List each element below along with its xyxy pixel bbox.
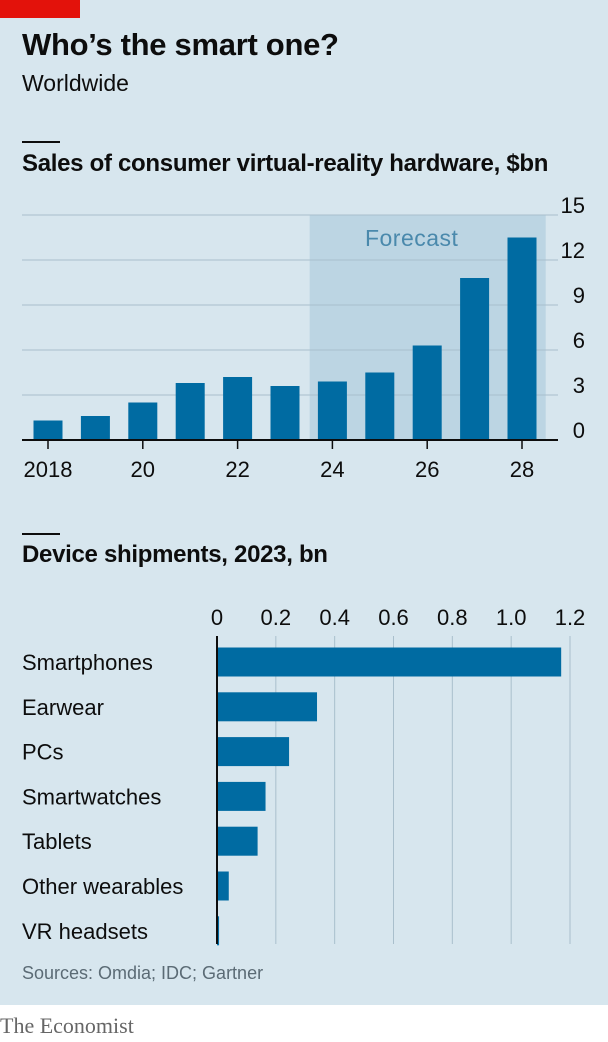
bar-other-wearables xyxy=(217,871,229,901)
chart-title: Who’s the smart one? xyxy=(22,27,339,62)
x-tick-label: 0.6 xyxy=(378,605,409,630)
vr-sales-chart: Forecast 0 3 6 9 12 15 2018 20 22 24 26 28 xyxy=(22,193,585,482)
bar-earwear xyxy=(217,692,318,722)
bar-smartwatches xyxy=(217,781,266,811)
section-rule-shipments xyxy=(22,533,60,535)
category-label: VR headsets xyxy=(22,919,148,944)
y-tick-label: 15 xyxy=(561,193,585,218)
category-label: PCs xyxy=(22,740,64,765)
shipments-chart-title: Device shipments, 2023, bn xyxy=(22,541,328,568)
bar-2018 xyxy=(33,420,63,440)
bar-smartphones xyxy=(217,647,562,677)
bar-2021 xyxy=(175,383,205,440)
category-label: Other wearables xyxy=(22,874,183,899)
category-label: Earwear xyxy=(22,695,104,720)
bar-2027 xyxy=(460,278,490,440)
x-tick-label: 2018 xyxy=(24,457,73,482)
bar-tablets xyxy=(217,826,258,856)
economist-logo: The Economist xyxy=(0,1013,134,1038)
source-note: Sources: Omdia; IDC; Gartner xyxy=(22,963,264,983)
y-tick-label: 9 xyxy=(573,283,585,308)
bar-2020 xyxy=(128,402,158,440)
x-tick-label: 28 xyxy=(510,457,534,482)
chart-subtitle: Worldwide xyxy=(22,70,129,96)
x-tick-label: 0.8 xyxy=(437,605,468,630)
bar-pcs xyxy=(217,737,290,767)
bar-2022 xyxy=(223,377,253,440)
bar-2024 xyxy=(317,381,347,440)
chart-panel xyxy=(0,0,608,1005)
device-shipments-chart: 0 0.2 0.4 0.6 0.8 1.0 1.2 Smartphones Earwear PCs… xyxy=(22,605,586,946)
x-tick-label: 20 xyxy=(131,457,155,482)
x-tick-label: 1.2 xyxy=(555,605,586,630)
y-tick-label: 12 xyxy=(561,238,585,263)
x-tick-label: 1.0 xyxy=(496,605,527,630)
bar-2028 xyxy=(507,237,537,440)
x-tick-label: 0 xyxy=(211,605,223,630)
y-tick-label: 6 xyxy=(573,328,585,353)
y-tick-label: 0 xyxy=(573,418,585,443)
x-tick-label: 24 xyxy=(320,457,344,482)
bar-2023 xyxy=(270,386,300,440)
category-label: Smartwatches xyxy=(22,784,161,809)
forecast-label: Forecast xyxy=(365,225,459,251)
x-tick-label: 26 xyxy=(415,457,439,482)
x-tick-label: 22 xyxy=(225,457,249,482)
x-tick-label: 0.2 xyxy=(261,605,292,630)
economist-red-tag xyxy=(0,0,80,18)
category-label: Smartphones xyxy=(22,650,153,675)
sales-chart-title: Sales of consumer virtual-reality hardwa… xyxy=(22,150,549,177)
bar-2019 xyxy=(80,416,110,440)
bar-vr-headsets xyxy=(217,916,220,946)
section-rule-sales xyxy=(22,141,60,143)
bar-2025 xyxy=(365,372,395,440)
category-label: Tablets xyxy=(22,829,92,854)
y-tick-label: 3 xyxy=(573,373,585,398)
bar-2026 xyxy=(412,345,442,440)
x-tick-label: 0.4 xyxy=(319,605,350,630)
